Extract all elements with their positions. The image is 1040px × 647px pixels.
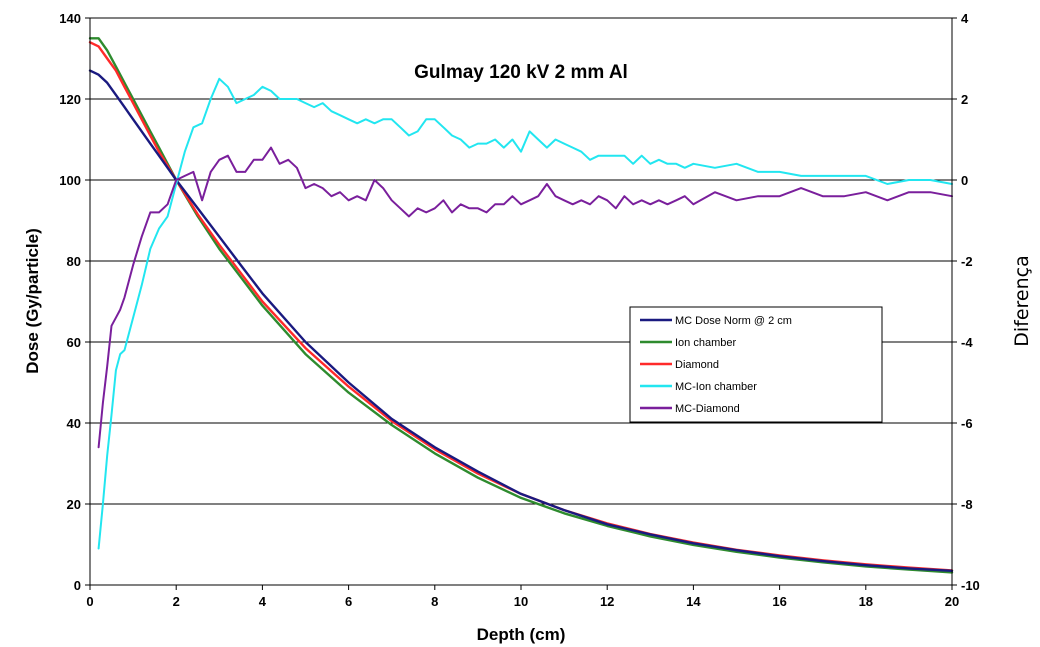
x-tick-label: 18: [859, 594, 873, 609]
series-line-3: [97, 77, 953, 550]
y-tick-label: 120: [59, 92, 81, 107]
y2-tick-label: -8: [961, 497, 973, 512]
series-line-2: [88, 41, 954, 572]
legend-label: Diamond: [675, 359, 719, 371]
x-tick-label: 8: [431, 594, 438, 609]
y2-tick-label: -6: [961, 416, 973, 431]
y-tick-label: 100: [59, 173, 81, 188]
x-tick-label: 16: [772, 594, 786, 609]
x-tick-label: 20: [945, 594, 959, 609]
plot-frame: [89, 17, 953, 586]
x-tick-label: 0: [86, 594, 93, 609]
x-tick-label: 12: [600, 594, 614, 609]
series-line-0: [88, 69, 954, 572]
y2-tick-label: -2: [961, 254, 973, 269]
y2-axis-label: Diferença: [1011, 255, 1033, 347]
y2-tick-label: -4: [961, 335, 973, 350]
y-tick-label: 140: [59, 11, 81, 26]
y2-tick-label: 4: [961, 11, 969, 26]
legend: MC Dose Norm @ 2 cm Ion chamber Diamond MC-…: [629, 306, 883, 423]
y-tick-label: 20: [67, 497, 81, 512]
series-line-1: [88, 37, 954, 574]
legend-label: Ion chamber: [675, 337, 736, 349]
series-line-4: [97, 146, 953, 449]
legend-label: MC-Diamond: [675, 403, 740, 415]
series-layer: [88, 37, 954, 574]
y-tick-label: 60: [67, 335, 81, 350]
x-tick-label: 10: [514, 594, 528, 609]
y-tick-label: 0: [74, 578, 81, 593]
x-tick-label: 2: [173, 594, 180, 609]
legend-label: MC Dose Norm @ 2 cm: [675, 315, 792, 327]
legend-label: MC-Ion chamber: [675, 381, 757, 393]
x-tick-label: 6: [345, 594, 352, 609]
chart-title: Gulmay 120 kV 2 mm Al: [414, 62, 628, 83]
x-tick-label: 4: [259, 594, 267, 609]
y2-tick-label: 0: [961, 173, 968, 188]
y2-tick-label: 2: [961, 92, 968, 107]
y2-tick-label: -10: [961, 578, 980, 593]
x-axis-label: Depth (cm): [477, 625, 566, 644]
y-axis-label: Dose (Gy/particle): [23, 228, 42, 374]
y-tick-label: 80: [67, 254, 81, 269]
x-tick-label: 14: [686, 594, 701, 609]
y-tick-label: 40: [67, 416, 81, 431]
